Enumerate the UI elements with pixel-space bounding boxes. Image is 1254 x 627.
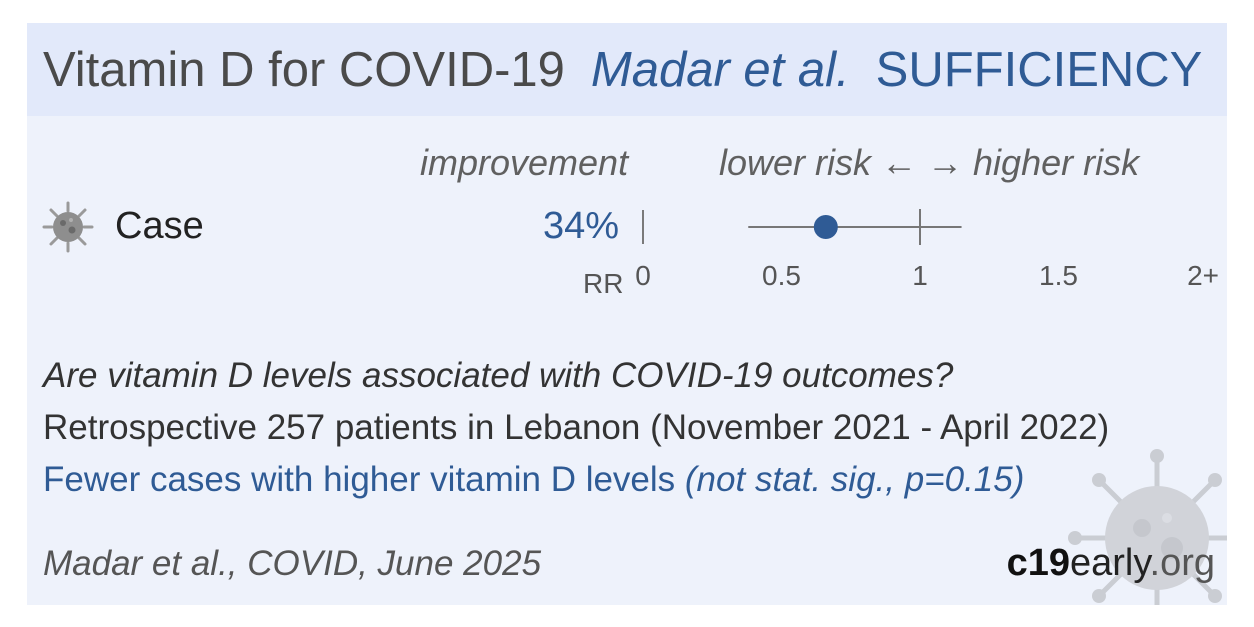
brand-part-end: .org bbox=[1149, 542, 1215, 584]
tick-label: 1.5 bbox=[1039, 260, 1078, 291]
risk-column-header: lower risk ← → higher risk bbox=[719, 142, 1140, 183]
virus-icon bbox=[42, 201, 94, 253]
brand-part-mid: early bbox=[1069, 542, 1150, 584]
study-question: Are vitamin D levels associated with COV… bbox=[43, 356, 954, 395]
tick-label: 0.5 bbox=[762, 260, 801, 291]
virus-watermark-icon bbox=[1068, 449, 1227, 605]
forest-plot: 0 0.5 1 1.5 2+ bbox=[635, 209, 1219, 291]
result-text: Fewer cases with higher vitamin D levels bbox=[43, 460, 676, 499]
outcome-label: Case bbox=[115, 205, 204, 247]
site-brand: c19early.org bbox=[1007, 541, 1215, 585]
page-title: Vitamin D for COVID-19 bbox=[43, 43, 565, 97]
rr-axis-label: RR bbox=[583, 268, 624, 299]
study-design: Retrospective 257 patients in Lebanon (N… bbox=[43, 408, 1110, 447]
study-result: Fewer cases with higher vitamin D levels… bbox=[43, 459, 1024, 501]
brand-part-bold: c19 bbox=[1006, 542, 1070, 584]
tick-label: 1 bbox=[912, 260, 928, 291]
result-note: (not stat. sig., p=0.15) bbox=[684, 460, 1025, 499]
tick-label: 0 bbox=[635, 260, 651, 291]
citation: Madar et al., COVID, June 2025 bbox=[43, 544, 542, 583]
study-authors: Madar et al. bbox=[590, 43, 850, 97]
effect-point bbox=[813, 215, 838, 239]
header-bar: Vitamin D for COVID-19 Madar et al. SUFFIC… bbox=[27, 23, 1227, 116]
treatment-tag: SUFFICIENCY bbox=[875, 43, 1203, 97]
improvement-column-header: improvement bbox=[420, 142, 629, 183]
improvement-value: 34% bbox=[542, 205, 619, 247]
summary-card: Vitamin D for COVID-19 Madar et al. SUFFIC… bbox=[27, 23, 1227, 605]
tick-label: 2+ bbox=[1187, 260, 1219, 291]
header-text: Vitamin D for COVID-19 Madar et al. SUFFIC… bbox=[43, 41, 1202, 99]
